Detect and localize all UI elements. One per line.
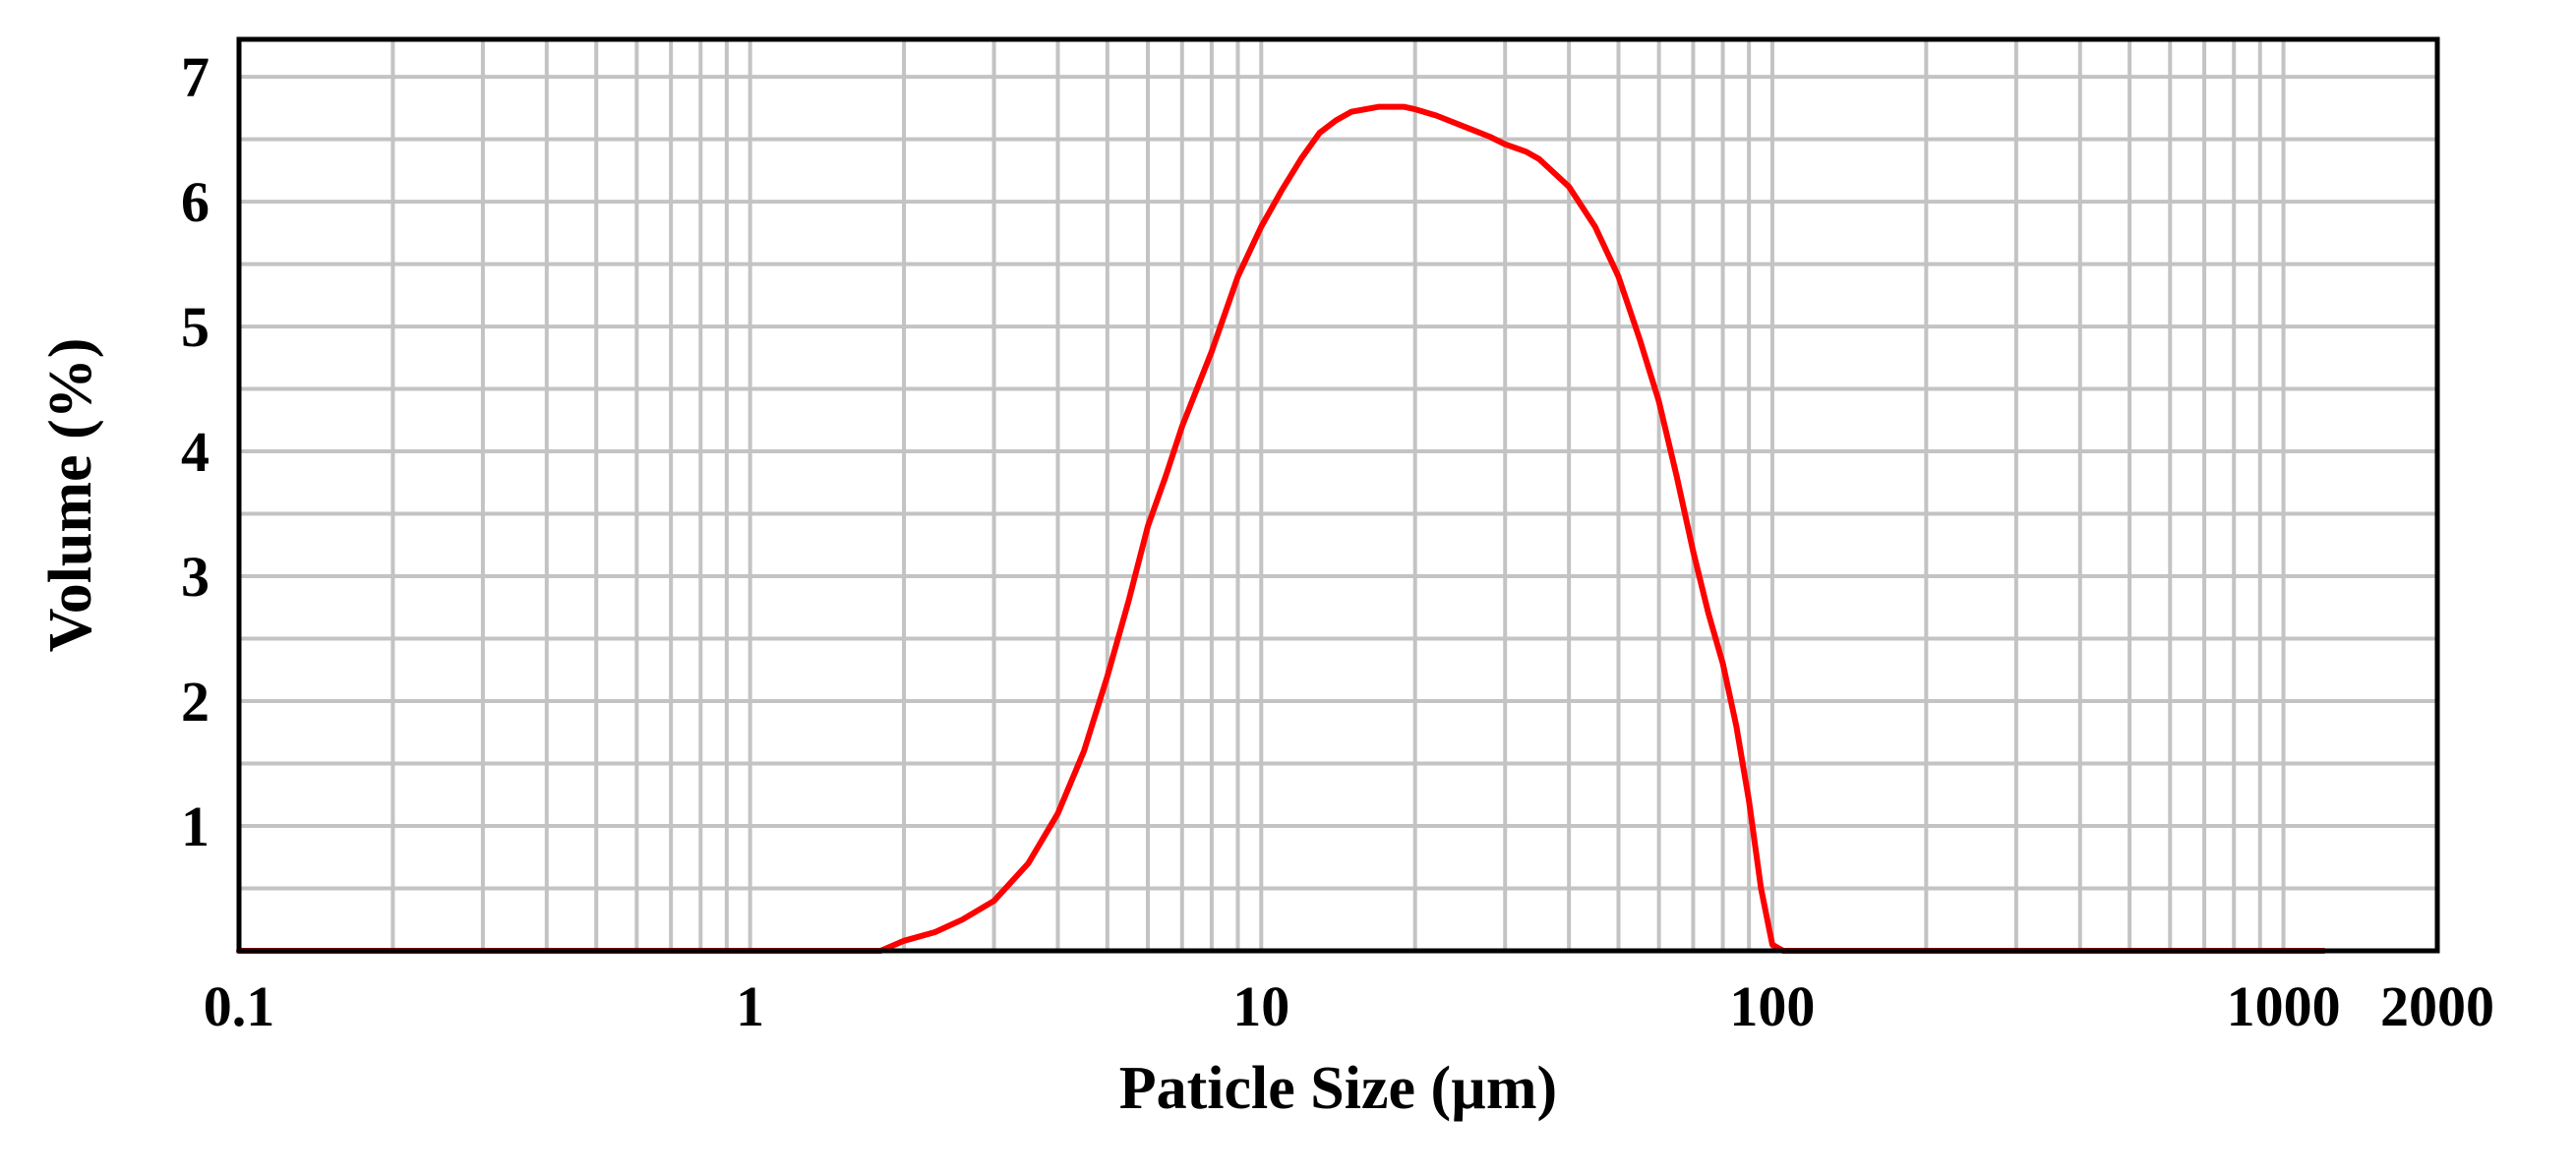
tick-labels: 0.1 1 10 100 1000 2000 1 2 3 4 5 6 7 <box>181 45 2494 1038</box>
y-tick-label: 3 <box>181 545 210 609</box>
x-axis-label: Paticle Size (µm) <box>1119 1055 1557 1122</box>
y-tick-label: 6 <box>181 170 210 234</box>
x-tick-label: 2000 <box>2380 974 2494 1038</box>
y-tick-label: 2 <box>181 670 210 734</box>
plot-frame <box>236 36 2440 954</box>
series-layer <box>236 103 2327 954</box>
y-axis-label: Volume (%) <box>37 338 104 653</box>
x-tick-label: 1 <box>736 974 764 1038</box>
x-tick-label: 0.1 <box>204 974 275 1038</box>
y-tick-label: 7 <box>181 45 210 109</box>
y-tick-label: 4 <box>181 420 210 484</box>
x-tick-label: 1000 <box>2227 974 2341 1038</box>
x-tick-label: 100 <box>1729 974 1815 1038</box>
series-line <box>236 103 2327 954</box>
y-tick-label: 1 <box>181 794 210 858</box>
y-tick-label: 5 <box>181 295 210 359</box>
x-tick-label: 10 <box>1232 974 1289 1038</box>
grid-lines <box>239 39 2437 951</box>
